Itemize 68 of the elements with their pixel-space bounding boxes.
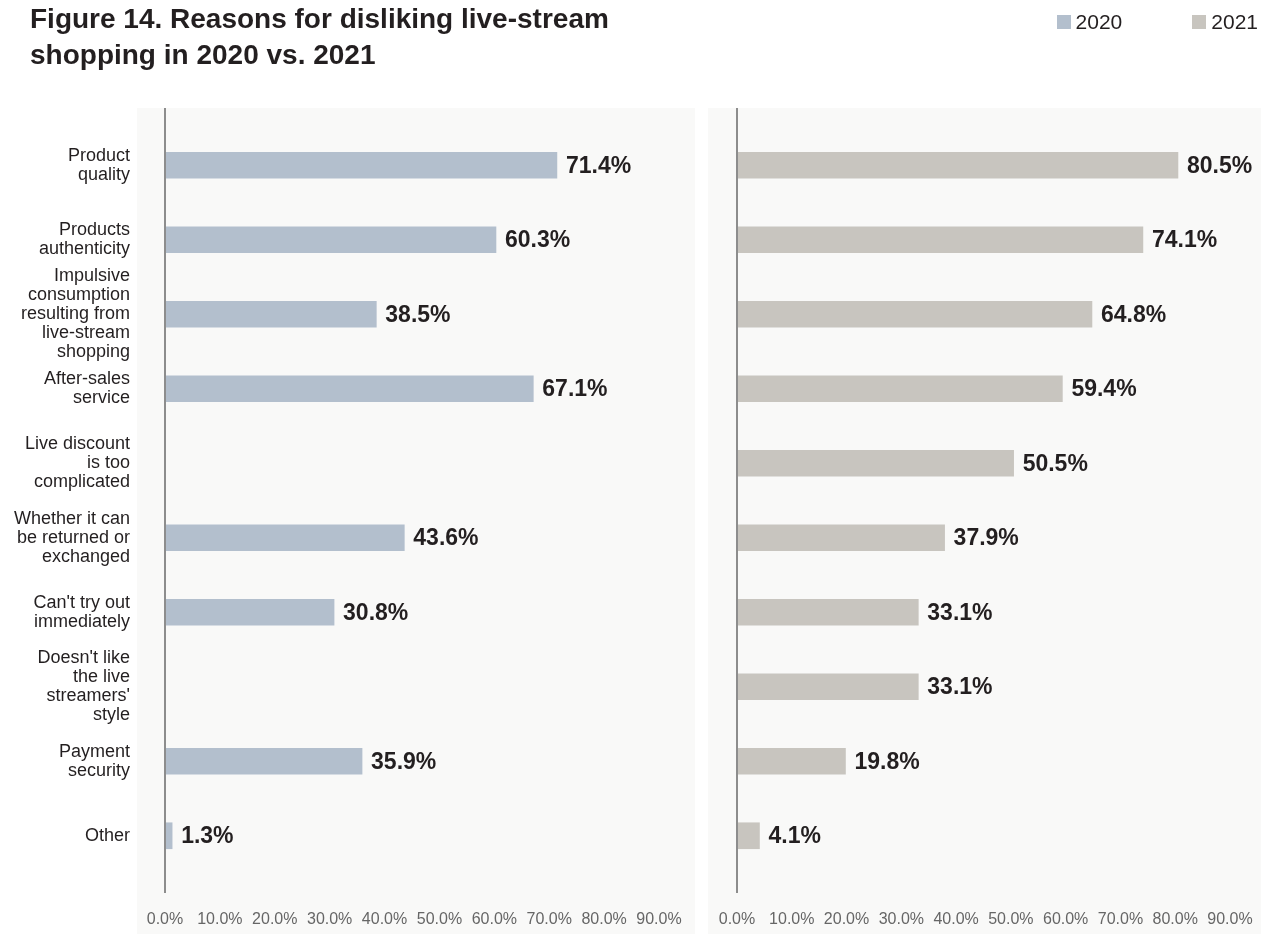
x-tick-label: 0.0%	[146, 910, 184, 928]
data-label: 50.5%	[1022, 449, 1088, 476]
y-tick-label: Whether it can be returned or exchanged	[13, 507, 130, 566]
bar	[737, 822, 760, 850]
data-label: 35.9%	[371, 747, 437, 774]
y-tick-label: Doesn't like the live streamers' style	[37, 647, 130, 725]
bar	[737, 151, 1179, 179]
bar	[165, 524, 405, 552]
bar	[737, 673, 919, 701]
bar	[737, 449, 1014, 477]
y-tick-label: Payment security	[58, 740, 130, 780]
x-tick-label: 60.0%	[471, 910, 518, 928]
data-label: 43.6%	[413, 524, 479, 551]
y-tick-label: Product quality	[67, 144, 130, 184]
bar	[165, 598, 335, 626]
x-tick-label: 10.0%	[197, 910, 243, 928]
data-label: 4.1%	[768, 822, 821, 849]
x-tick-label: 30.0%	[306, 910, 353, 928]
x-tick-label: 50.0%	[416, 910, 463, 928]
legend-label: 2021	[1211, 9, 1258, 35]
y-tick-label: Impulsive consumption resulting from live-stream shopping	[20, 265, 130, 362]
chart-title: Figure 14. Reasons for disliking live-stream shopping in 2020 vs. 2021	[30, 2, 610, 72]
x-tick-label: 20.0%	[823, 910, 870, 928]
x-tick-label: 20.0%	[252, 910, 298, 928]
x-tick-label: 50.0%	[988, 910, 1034, 928]
bar	[737, 300, 1093, 328]
y-tick-label: After-sales service	[43, 368, 130, 408]
data-label: 33.1%	[927, 598, 993, 625]
bar	[737, 226, 1144, 254]
bar	[165, 375, 534, 403]
bar	[165, 151, 558, 179]
bar	[737, 747, 846, 775]
x-tick-label: 70.0%	[526, 910, 572, 928]
x-tick-label: 60.0%	[1042, 910, 1089, 928]
data-label: 33.1%	[927, 673, 993, 700]
y-tick-label: Live discount is too complicated	[24, 433, 130, 492]
x-tick-label: 80.0%	[1152, 910, 1198, 928]
bar	[737, 598, 919, 626]
y-tick-label: Can't try out immediately	[33, 591, 130, 631]
x-tick-label: 80.0%	[581, 910, 627, 928]
data-label: 37.9%	[953, 524, 1019, 551]
x-tick-label: 40.0%	[933, 910, 979, 928]
x-tick-label: 90.0%	[636, 910, 682, 928]
legend-label: 2020	[1075, 9, 1123, 35]
data-label: 71.4%	[565, 151, 632, 178]
data-label: 1.3%	[181, 822, 234, 849]
x-tick-label: 10.0%	[769, 910, 815, 928]
y-tick-label: Other	[84, 824, 130, 845]
x-tick-label: 90.0%	[1207, 910, 1253, 928]
data-label: 60.3%	[504, 226, 571, 253]
x-tick-label: 70.0%	[1097, 910, 1144, 928]
data-label: 74.1%	[1151, 226, 1218, 253]
data-label: 19.8%	[854, 747, 920, 774]
bar	[737, 375, 1063, 403]
data-label: 38.5%	[385, 300, 451, 327]
bar	[165, 300, 377, 328]
x-tick-label: 0.0%	[718, 910, 756, 928]
y-tick-label: Products authenticity	[38, 219, 130, 259]
data-label: 67.1%	[542, 375, 608, 402]
bar	[165, 747, 363, 775]
bar	[737, 524, 945, 552]
data-label: 30.8%	[343, 598, 409, 625]
x-tick-label: 30.0%	[878, 910, 925, 928]
x-tick-label: 40.0%	[361, 910, 408, 928]
bar	[165, 226, 497, 254]
data-label: 64.8%	[1100, 300, 1167, 327]
data-label: 80.5%	[1186, 151, 1253, 178]
data-label: 59.4%	[1071, 375, 1137, 402]
